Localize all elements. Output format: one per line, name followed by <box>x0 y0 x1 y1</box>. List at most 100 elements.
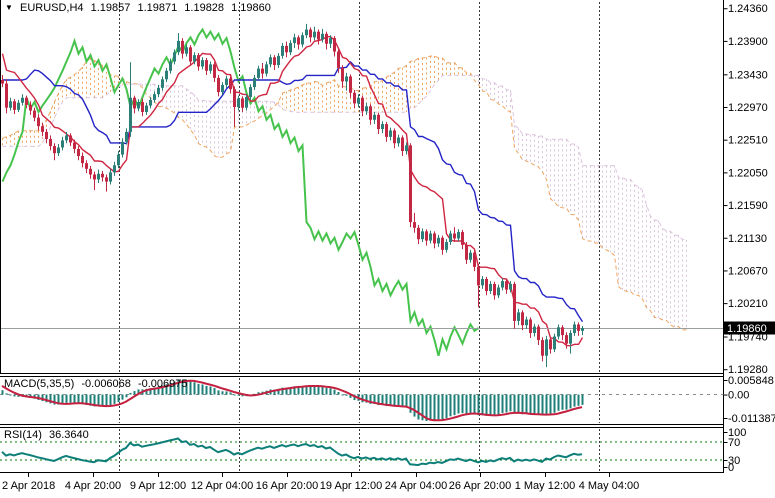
macd-bar <box>481 394 484 416</box>
candle-body <box>221 84 224 93</box>
candle-body <box>57 147 60 154</box>
macd-bar <box>437 394 440 420</box>
macd-bar <box>517 394 520 414</box>
candle-body <box>305 29 308 36</box>
macd-bar <box>469 394 472 414</box>
candle-body <box>341 67 344 82</box>
macd-bar <box>117 394 120 402</box>
macd-bar <box>381 394 384 406</box>
candle-body <box>545 339 548 356</box>
candle-body <box>565 335 568 344</box>
macd-bar <box>385 394 388 407</box>
macd-bar <box>45 394 48 403</box>
candle-body <box>125 131 128 142</box>
macd-bar <box>101 394 104 407</box>
macd-bar <box>529 394 532 415</box>
price-axis-label: 1.19740 <box>728 332 768 344</box>
macd-bar <box>565 394 568 410</box>
macd-axis-label: 0.005848 <box>728 375 774 387</box>
macd-bar <box>161 385 164 395</box>
macd-bar <box>577 394 580 406</box>
candle-body <box>377 114 380 130</box>
macd-bar <box>505 394 508 413</box>
candle-body <box>37 117 40 127</box>
candle-body <box>465 244 468 260</box>
candle-body <box>153 94 156 100</box>
candle-body <box>73 142 76 149</box>
macd-bar <box>61 394 64 404</box>
candle-body <box>517 312 520 321</box>
candle-body <box>129 97 132 132</box>
candle-body <box>105 177 108 182</box>
price-axis-label: 1.21130 <box>728 233 767 245</box>
candle-body <box>169 61 172 71</box>
candle-body <box>485 278 488 292</box>
macd-bar <box>77 394 80 404</box>
macd-bar <box>333 389 336 395</box>
candle-body <box>361 97 364 112</box>
price-axis-label: 1.19280 <box>728 364 768 376</box>
macd-bar <box>157 386 160 395</box>
rsi-axis-label: 100 <box>728 427 746 439</box>
candle-body <box>85 163 88 169</box>
macd-bar <box>129 392 132 395</box>
rsi-axis-label: 0 <box>728 462 734 474</box>
macd-bar <box>497 394 500 415</box>
macd-bar <box>193 382 196 395</box>
candle-body <box>525 319 528 326</box>
macd-bar <box>501 394 504 414</box>
macd-histogram <box>1 380 584 421</box>
macd-bar <box>185 380 188 395</box>
candle-body <box>381 124 384 130</box>
bid-price-badge <box>723 321 775 335</box>
macd-bar <box>533 394 536 414</box>
candle-body <box>5 83 8 108</box>
candle-body <box>477 266 480 286</box>
candle-body <box>93 174 96 180</box>
macd-bar <box>205 385 208 395</box>
candle-body <box>181 40 184 54</box>
macd-bar <box>89 394 92 406</box>
macd-bar <box>209 386 212 395</box>
candle-body <box>201 60 204 67</box>
candle-body <box>441 237 444 250</box>
candle-body <box>53 146 56 154</box>
candle-body <box>553 336 556 350</box>
candle-body <box>493 283 496 296</box>
candle-body <box>149 99 152 106</box>
macd-bar <box>401 394 404 408</box>
macd-bar <box>213 388 216 395</box>
candle-body <box>81 156 84 164</box>
macd-bar <box>473 394 476 414</box>
candle-body <box>225 78 228 85</box>
candle-body <box>557 327 560 337</box>
macd-bar <box>573 394 576 407</box>
macd-bar <box>361 394 364 403</box>
candle-body <box>489 283 492 292</box>
candle-body <box>313 31 316 38</box>
candle-body <box>197 55 200 67</box>
candle-body <box>77 148 80 157</box>
candle-body <box>533 326 536 333</box>
candle-body <box>245 97 248 108</box>
symbol-dropdown-icon[interactable]: ▼ <box>5 3 13 12</box>
candle-body <box>309 29 312 38</box>
macd-bar <box>241 394 244 397</box>
rsi-line <box>1 437 583 467</box>
macd-bar <box>297 386 300 395</box>
macd-bar <box>301 386 304 395</box>
macd-bar <box>17 394 20 397</box>
candle-body <box>141 102 144 112</box>
candle-body <box>321 33 324 40</box>
price-axis-label: 1.20210 <box>728 298 768 310</box>
candle-body <box>217 77 220 93</box>
candle-body <box>437 237 440 244</box>
candle-body <box>185 47 188 54</box>
candle-body <box>333 38 336 52</box>
candle-body <box>473 252 476 267</box>
candle-body <box>365 106 368 112</box>
candle-body <box>213 64 216 78</box>
candle-body <box>409 145 412 223</box>
candle-body <box>253 77 256 88</box>
